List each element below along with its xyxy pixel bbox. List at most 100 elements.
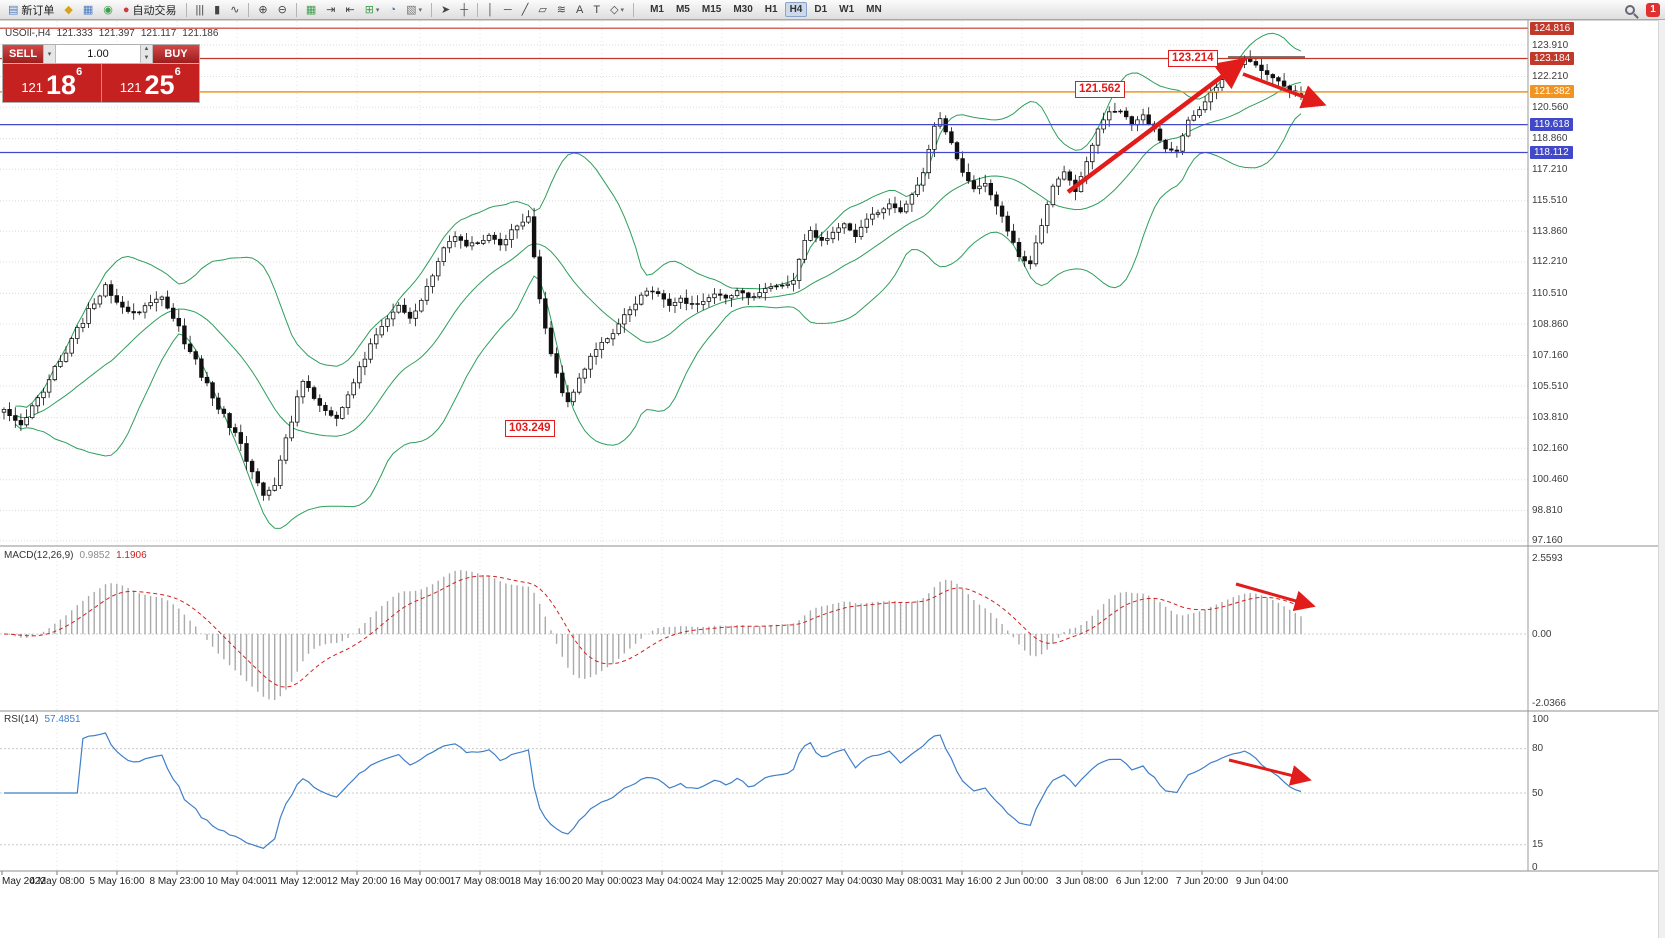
trend-arrow[interactable] [1228, 758, 1312, 786]
rsi-level-lines [0, 748, 1528, 846]
macd-signal-value: 1.1906 [116, 550, 147, 561]
vertical-line-icon: │ [487, 3, 494, 16]
label-button[interactable]: T [589, 1, 604, 19]
candles-chart-button[interactable]: ▮ [210, 1, 224, 19]
buy-price-big: 25 [144, 70, 175, 100]
channel-button[interactable]: ▱ [534, 1, 550, 19]
sell-button[interactable]: SELL [3, 45, 43, 63]
timeframe-m15-button[interactable]: M15 [701, 4, 722, 15]
timeframe-w1-button[interactable]: W1 [839, 4, 855, 15]
bollinger-middle [15, 81, 1302, 437]
channel-icon: ▱ [538, 3, 547, 16]
order-options-caret-icon[interactable]: ▾ [43, 45, 56, 63]
macd-main-value: 0.9852 [79, 550, 111, 561]
sell-price-sup: 6 [76, 66, 83, 78]
price-annotation[interactable]: 103.249 [505, 420, 555, 437]
zoom-in-button[interactable]: ⊕ [254, 1, 271, 19]
timeframe-m30-button[interactable]: M30 [733, 4, 753, 15]
candles-chart-icon: ▮ [214, 3, 221, 16]
text-button[interactable]: A [572, 1, 587, 19]
bars-chart-button[interactable]: ||| [192, 1, 209, 19]
market-watch-button[interactable]: ◆ [60, 1, 76, 19]
timeframe-h1-button[interactable]: H1 [764, 4, 778, 15]
quote-low: 121.117 [140, 28, 177, 39]
new-order-button[interactable]: ▤ 新订单 [4, 1, 58, 19]
caret-down-icon: ▾ [375, 6, 380, 14]
label-icon: T [593, 3, 601, 16]
market-watch-icon: ◆ [64, 3, 73, 16]
volume-stepper[interactable]: ▲ ▼ [140, 45, 153, 63]
search-button[interactable] [1621, 1, 1639, 19]
new-order-icon: ▤ [8, 3, 19, 16]
new-chart-icon: ⊞ [364, 3, 374, 16]
refresh-button[interactable]: ◔ [385, 1, 400, 19]
notification-badge[interactable]: 1 [1646, 2, 1660, 17]
crosshair-icon: ┼ [460, 3, 469, 16]
timeframe-h4-button[interactable]: H4 [784, 2, 808, 17]
refresh-icon: ◔ [389, 3, 397, 16]
crosshair-button[interactable]: ┼ [456, 1, 472, 19]
trend-arrow[interactable] [1235, 582, 1316, 612]
line-chart-button[interactable]: ∿ [226, 1, 243, 19]
shapes-button[interactable]: ◇ ▾ [606, 1, 628, 19]
trend-arrow[interactable] [1242, 72, 1327, 109]
zoom-out-button[interactable]: ⊖ [274, 1, 291, 19]
price-annotation[interactable]: 121.562 [1075, 81, 1125, 98]
level-lines[interactable] [0, 27, 1528, 154]
trend-arrow[interactable] [1066, 57, 1248, 194]
new-order-label: 新订单 [21, 4, 55, 17]
grid-icon: ▦ [305, 3, 317, 16]
chart-properties-button[interactable]: ▧ ▾ [402, 1, 426, 19]
grid-button[interactable]: ▦ [302, 1, 320, 19]
timeframe-d1-button[interactable]: D1 [814, 4, 828, 15]
zoom-out-icon: ⊖ [277, 3, 287, 16]
navigator-button[interactable]: ◉ [99, 1, 117, 19]
one-click-trading-widget: SELL ▾ ▲ ▼ BUY 121 18 6 121 25 6 [2, 44, 200, 103]
rsi-name: RSI(14) [4, 714, 39, 725]
bullish-candles [1, 58, 1247, 496]
timeframe-m1-button[interactable]: M1 [650, 4, 664, 15]
horizontal-line-button[interactable]: ─ [500, 1, 516, 19]
price-annotation[interactable]: 123.214 [1168, 50, 1218, 67]
sell-price-big: 18 [46, 70, 77, 100]
toolbar-separator [248, 2, 250, 17]
quote-high: 121.397 [98, 28, 135, 39]
sell-price[interactable]: 121 18 6 [3, 64, 102, 102]
buy-button[interactable]: BUY [153, 45, 199, 63]
vertical-scrollbar[interactable] [1658, 20, 1665, 938]
order-prices-row: 121 18 6 121 25 6 [3, 64, 199, 102]
macd-indicator-label: MACD(12,26,9) 0.9852 1.1906 [4, 550, 147, 561]
volume-down-icon[interactable]: ▼ [143, 55, 150, 61]
bollinger-bands [14, 32, 1302, 529]
chart-shift-button[interactable]: ⇤ [341, 1, 358, 19]
caret-down-icon: ▾ [418, 6, 422, 14]
algo-trading-label: 自动交易 [132, 4, 177, 17]
toolbar-separator [477, 2, 479, 17]
trend-arrows[interactable] [1066, 57, 1327, 786]
toolbar-buttons: ▤ 新订单 ◆ ▦ ◉ ● 自动交易 ||| ▮ ∿ ⊕ ⊖ ▦ ⇥ ⇤ ⊞ ▾ ◔ ▧ ▾ ➤ ┼ │ ─ ╱ ▱ ≋ A T ◇ ▾ [3, 0, 638, 20]
navigator-icon: ◉ [103, 3, 113, 16]
new-chart-button[interactable]: ⊞ ▾ [361, 1, 384, 19]
timeframe-toolbar: M1 M5 M15 M30 H1 H4 D1 W1 MN [644, 2, 888, 17]
cursor-button[interactable]: ➤ [437, 1, 454, 19]
rsi-indicator-label: RSI(14) 57.4851 [4, 714, 81, 725]
rsi-panel [0, 732, 1528, 849]
chart-grid [0, 21, 1528, 875]
volume-up-icon[interactable]: ▲ [143, 46, 150, 52]
timeframe-mn-button[interactable]: MN [866, 4, 882, 15]
timeframe-m5-button[interactable]: M5 [675, 4, 690, 15]
fibonacci-button[interactable]: ≋ [553, 1, 570, 19]
vertical-line-button[interactable]: │ [483, 1, 498, 19]
algo-trading-icon: ● [122, 3, 130, 16]
algo-trading-button[interactable]: ● 自动交易 [119, 1, 181, 19]
buy-price[interactable]: 121 25 6 [101, 64, 199, 102]
auto-scroll-icon: ⇥ [326, 3, 336, 16]
trendline-button[interactable]: ╱ [518, 1, 533, 19]
data-window-button[interactable]: ▦ [79, 1, 97, 19]
cursor-icon: ➤ [441, 3, 451, 16]
auto-scroll-button[interactable]: ⇥ [322, 1, 339, 19]
ohlc-readout: USOIl-,H4 121.333 121.397 121.117 121.18… [5, 28, 218, 39]
volume-input[interactable] [56, 45, 140, 63]
